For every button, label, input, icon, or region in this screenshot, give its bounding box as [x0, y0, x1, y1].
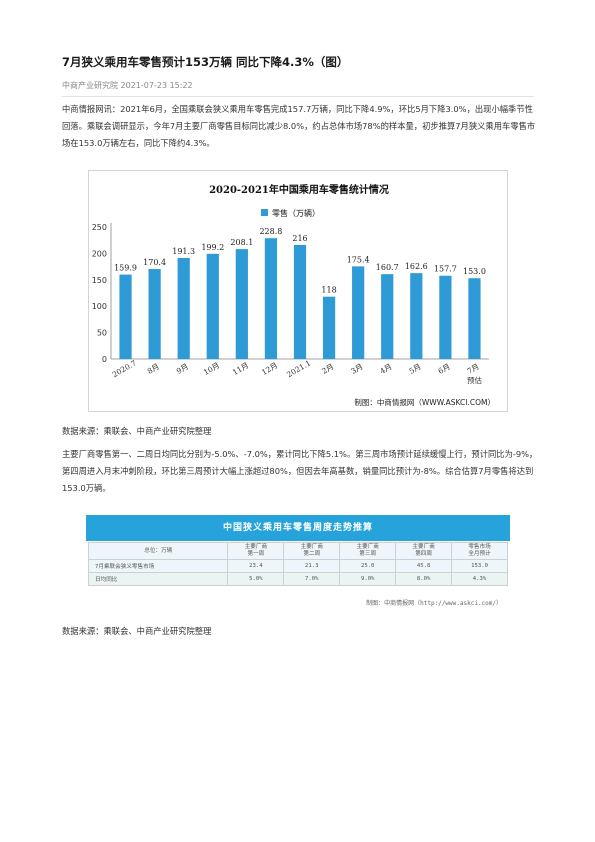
bar — [352, 266, 365, 359]
bar — [322, 296, 336, 359]
legend-label: 零售（万辆） — [272, 208, 320, 218]
table-cell: 7.0% — [283, 572, 341, 586]
x-tick-label: 5月 — [407, 362, 422, 376]
bar — [148, 269, 161, 359]
y-tick-label: 250 — [92, 223, 107, 232]
table-cell: 8.0% — [395, 572, 453, 586]
bar — [439, 275, 452, 359]
retail-bar-chart: 2020-2021年中国乘用车零售统计情况 零售（万辆） 0 50 100 150 200 2… — [88, 170, 508, 412]
bar-value-label: 159.9 — [114, 264, 137, 273]
legend-swatch — [261, 209, 268, 216]
table-row: 日均同比 5.0% 7.0% 9.0% 8.0% 4.3% — [87, 572, 508, 586]
bar-value-label: 153.0 — [463, 267, 486, 276]
bar — [119, 274, 132, 359]
bar-value-label: 199.2 — [201, 243, 224, 252]
bar-value-label: 162.6 — [405, 262, 428, 271]
bar — [235, 249, 248, 359]
table-cell: 4.3% — [451, 572, 508, 586]
table-row-label: 日均同比 — [87, 572, 229, 586]
paragraph-1: 中商情报网讯：2021年6月，全国乘联会狭义乘用车零售完成157.7万辆，同比下… — [62, 104, 536, 148]
bar — [410, 273, 423, 359]
table-col-header: 主要厂商 第二周 — [283, 542, 341, 560]
x-tick-label: 10月 — [202, 361, 221, 377]
table-col-header: 主要厂商 第一周 — [227, 542, 285, 560]
x-tick-label: 4月 — [378, 362, 393, 376]
bar — [177, 257, 190, 359]
bar-value-label: 175.4 — [347, 255, 370, 264]
bar — [468, 278, 481, 359]
bar-value-label: 208.1 — [230, 238, 253, 247]
bar-value-label: 228.8 — [259, 227, 282, 236]
table-header-row: 总位：万辆 主要厂商 第一周 主要厂商 第二周 主要厂商 第三周 主要厂商 第四周 零售… — [87, 542, 508, 560]
table-header-label: 总位：万辆 — [87, 542, 229, 560]
table-cell: 45.8 — [395, 559, 453, 573]
table-col-header: 零售市场 全月预计 — [451, 542, 508, 560]
y-tick-label: 150 — [92, 276, 107, 285]
table-cell: 9.0% — [339, 572, 397, 586]
data-source-1: 数据来源：乘联会、中商产业研究院整理 — [62, 426, 212, 436]
x-tick-label: 2020.7 — [111, 358, 138, 379]
table-row-label: 7月乘联会狭义零售市场 — [87, 559, 229, 573]
table-cell: 5.0% — [227, 572, 285, 586]
y-tick-label: 0 — [102, 355, 107, 364]
y-tick-label: 200 — [92, 249, 107, 258]
bar-value-label: 216 — [292, 234, 307, 243]
bar-value-label: 160.7 — [376, 263, 399, 272]
x-tick-label: 7月 — [466, 362, 481, 376]
table-cell: 23.4 — [227, 559, 285, 573]
table-cell: 21.3 — [283, 559, 341, 573]
chart-credit: 制图：中商情报网（WWW.ASKCI.COM） — [354, 397, 495, 407]
weekly-trend-table: 总位：万辆 主要厂商 第一周 主要厂商 第二周 主要厂商 第三周 主要厂商 第四周 零售… — [87, 542, 508, 586]
table-row: 7月乘联会狭义零售市场 23.4 21.3 25.0 45.8 153.0 — [87, 559, 508, 573]
bar — [381, 274, 394, 359]
bar-value-label: 118 — [321, 286, 336, 295]
x-tick-label: 8月 — [146, 362, 161, 376]
table-title: 中国狭义乘用车零售周度走势推算 — [86, 515, 510, 541]
chart-title: 2020-2021年中国乘用车零售统计情况 — [209, 183, 389, 196]
bar — [293, 244, 307, 359]
article-meta: 中商产业研究院 2021-07-23 15:22 — [62, 81, 193, 90]
bar-value-label: 191.3 — [172, 247, 195, 256]
bar-value-label: 157.7 — [434, 265, 457, 274]
weekly-trend-table-image: 中国狭义乘用车零售周度走势推算 总位：万辆 主要厂商 第一周 主要厂商 第二周 主要… — [86, 515, 510, 609]
table-cell: 153.0 — [451, 559, 508, 573]
bar-value-label: 170.4 — [143, 258, 166, 267]
x-tick-label: 12月 — [260, 361, 279, 377]
table-cell: 25.0 — [339, 559, 397, 573]
paragraph-2: 主要厂商零售第一、二周日均同比分别为-5.0%、-7.0%，累计同比下降5.1%… — [62, 449, 538, 493]
x-tick-label: 11月 — [231, 361, 250, 377]
y-tick-label: 100 — [92, 302, 107, 311]
x-tick-label: 2月 — [320, 362, 335, 376]
table-col-header: 主要厂商 第三周 — [339, 542, 397, 560]
x-tick-label: 2021.1 — [285, 358, 312, 379]
bar — [206, 253, 219, 359]
table-credit: 制图：中商情报网（http://www.askci.com/） — [366, 600, 502, 607]
table-col-header: 主要厂商 第四周 — [395, 542, 453, 560]
bar — [264, 238, 278, 359]
x-tick-label: 9月 — [175, 362, 190, 376]
divider — [62, 96, 534, 97]
y-tick-label: 50 — [97, 329, 107, 338]
x-tick-label: 6月 — [437, 362, 452, 376]
data-source-2: 数据来源：乘联会、中商产业研究院整理 — [62, 626, 212, 636]
article-title: 7月狭义乘用车零售预计153万辆 同比下降4.3%（图） — [62, 55, 349, 69]
x-tick-label-sub: 预估 — [467, 375, 482, 385]
x-tick-label: 3月 — [349, 362, 364, 376]
